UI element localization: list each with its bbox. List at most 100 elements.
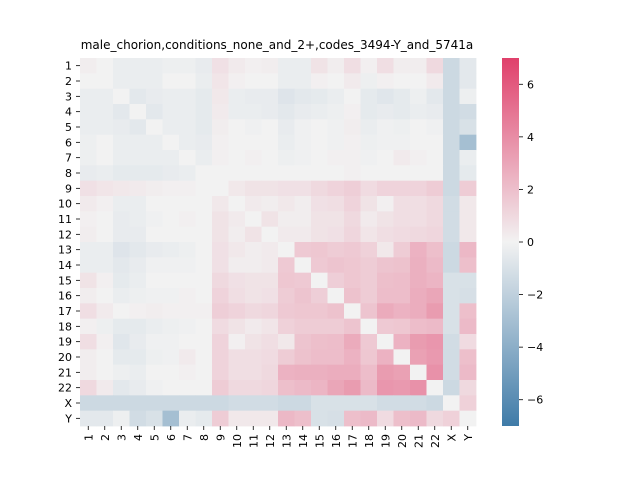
heatmap-cell <box>443 226 460 243</box>
heatmap-cell <box>426 380 444 396</box>
heatmap-cell <box>162 73 180 90</box>
heatmap-cell <box>278 104 295 120</box>
heatmap-cell <box>212 104 229 120</box>
heatmap-cell <box>410 349 427 366</box>
heatmap-cell <box>278 380 295 396</box>
heatmap-cell <box>129 165 147 182</box>
heatmap-cell <box>228 196 246 212</box>
heatmap-cell <box>327 334 345 350</box>
heatmap-cell <box>311 119 328 136</box>
heatmap-cell <box>113 180 130 197</box>
heatmap-cell <box>195 349 213 366</box>
heatmap-cell <box>327 226 345 243</box>
heatmap-cell <box>245 349 262 366</box>
heatmap-cell <box>195 364 213 381</box>
heatmap-cell <box>443 349 460 366</box>
heatmap-cell <box>228 226 246 243</box>
heatmap-cell <box>146 318 163 335</box>
heatmap-cell <box>113 196 130 212</box>
heatmap-cell <box>179 196 196 212</box>
heatmap-cell <box>443 58 460 74</box>
heatmap-cell <box>327 242 345 258</box>
heatmap-cell <box>377 58 394 74</box>
heatmap-cell <box>459 119 477 136</box>
heatmap-cell <box>278 119 295 136</box>
heatmap-cell <box>459 288 477 304</box>
heatmap-cell <box>327 318 345 335</box>
heatmap-cell <box>443 242 460 258</box>
heatmap-cell <box>327 272 345 289</box>
heatmap-cell <box>360 395 378 412</box>
heatmap-cell <box>245 180 262 197</box>
heatmap-cell <box>278 134 295 151</box>
heatmap-cell <box>377 410 394 427</box>
y-tick-label: 17 <box>58 305 72 318</box>
heatmap-cell <box>228 334 246 350</box>
heatmap-cell <box>344 196 361 212</box>
x-tick-label: 15 <box>313 434 326 448</box>
heatmap-cell <box>162 180 180 197</box>
heatmap-cell <box>311 272 328 289</box>
heatmap-cell <box>443 211 460 228</box>
heatmap-cell <box>344 364 361 381</box>
heatmap-cell <box>113 58 130 74</box>
heatmap-cell <box>377 318 394 335</box>
heatmap-cell <box>228 58 246 74</box>
heatmap-cell <box>311 180 328 197</box>
heatmap-cell <box>327 288 345 304</box>
heatmap-cell <box>443 104 460 120</box>
heatmap-cell <box>179 395 196 412</box>
y-tick-label: 2 <box>65 75 72 88</box>
heatmap-cell <box>113 272 130 289</box>
heatmap-cell <box>377 88 394 105</box>
heatmap-cell <box>245 165 262 182</box>
heatmap-cell <box>80 180 97 197</box>
heatmap-cell <box>195 318 213 335</box>
heatmap-cell <box>278 349 295 366</box>
heatmap-cell <box>311 165 328 182</box>
colorbar-ticks: −6 −4 −2 0 2 4 6 <box>519 78 543 407</box>
heatmap-cell <box>393 119 411 136</box>
heatmap-cell <box>410 257 427 274</box>
heatmap-cell <box>377 150 394 166</box>
heatmap-cell <box>96 242 114 258</box>
heatmap-cell <box>113 410 130 427</box>
heatmap-cell <box>278 272 295 289</box>
heatmap-cell <box>344 88 361 105</box>
heatmap-cell <box>162 211 180 228</box>
heatmap-cell <box>410 318 427 335</box>
heatmap-cell <box>228 242 246 258</box>
x-tick-label: 7 <box>181 434 194 441</box>
heatmap-cell <box>311 395 328 412</box>
heatmap-cell <box>377 395 394 412</box>
y-tick-label: 19 <box>58 336 72 349</box>
x-tick-label: X <box>445 434 458 442</box>
x-tick-label: 18 <box>363 434 376 448</box>
heatmap-cell <box>212 119 229 136</box>
heatmap-cell <box>146 334 163 350</box>
heatmap-cell <box>113 119 130 136</box>
y-tick-label: 8 <box>65 167 72 180</box>
heatmap-cell <box>377 272 394 289</box>
heatmap-cell <box>245 150 262 166</box>
heatmap-cell <box>96 334 114 350</box>
heatmap-cell <box>377 104 394 120</box>
heatmap-cell <box>80 318 97 335</box>
heatmap-cell <box>443 410 460 427</box>
heatmap-cell <box>459 334 477 350</box>
heatmap-cell <box>410 364 427 381</box>
heatmap-cell <box>96 380 114 396</box>
y-tick-label: 1 <box>65 60 72 73</box>
heatmap-cell <box>245 196 262 212</box>
heatmap-cell <box>294 395 312 412</box>
heatmap-cell <box>360 73 378 90</box>
heatmap-cell <box>426 410 444 427</box>
heatmap-cell <box>377 380 394 396</box>
heatmap-cell <box>245 318 262 335</box>
heatmap-cell <box>113 73 130 90</box>
heatmap-cell <box>129 196 147 212</box>
heatmap-cell <box>80 150 97 166</box>
heatmap-cell <box>228 104 246 120</box>
heatmap-cell <box>195 88 213 105</box>
